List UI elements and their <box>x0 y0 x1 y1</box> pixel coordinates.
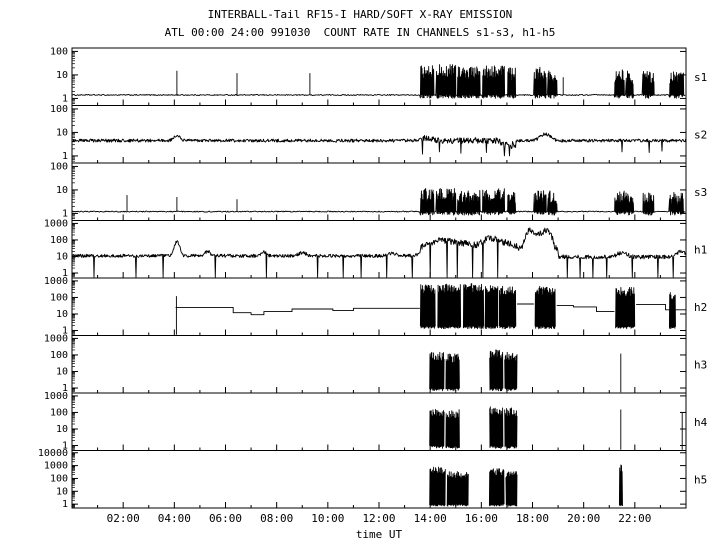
x-tick-label: 16:00 <box>465 512 498 525</box>
y-tick-label-h1: 10 <box>56 251 68 262</box>
x-tick-label: 14:00 <box>414 512 447 525</box>
y-tick-label-s1: 1 <box>62 93 68 104</box>
channel-label-h3: h3 <box>694 358 707 371</box>
y-tick-label-h1: 100 <box>50 235 68 246</box>
x-tick-label: 10:00 <box>311 512 344 525</box>
panel-frame-h3 <box>71 335 687 394</box>
trace-s2 <box>71 132 687 157</box>
x-tick-label: 02:00 <box>107 512 140 525</box>
channel-label-h4: h4 <box>694 416 708 429</box>
x-tick-label: 06:00 <box>209 512 242 525</box>
y-tick-label-h5: 1000 <box>44 461 68 472</box>
y-tick-label-h5: 10000 <box>38 448 68 459</box>
trace-h2 <box>175 283 686 335</box>
y-tick-label-s1: 10 <box>56 70 68 81</box>
y-tick-label-h2: 1 <box>62 326 68 337</box>
channel-label-h1: h1 <box>694 243 707 256</box>
x-tick-label: 04:00 <box>158 512 191 525</box>
y-tick-label-h2: 1000 <box>44 276 68 287</box>
x-axis-label: time UT <box>355 528 403 541</box>
trace-s1 <box>71 64 686 99</box>
y-tick-label-h4: 1 <box>62 441 68 452</box>
chart-subtitle: ATL 00:00 24:00 991030 COUNT RATE IN CHA… <box>164 26 556 39</box>
y-tick-label-h2: 10 <box>56 309 68 320</box>
y-tick-label-h3: 1000 <box>44 333 68 344</box>
y-tick-label-h4: 100 <box>50 407 68 418</box>
y-tick-label-s2: 100 <box>50 104 68 115</box>
channel-label-s3: s3 <box>694 186 707 199</box>
y-tick-label-h1: 1 <box>62 268 68 279</box>
trace-h5 <box>429 464 623 507</box>
channel-label-h5: h5 <box>694 473 707 486</box>
y-tick-label-h5: 100 <box>50 473 68 484</box>
y-tick-label-h5: 10 <box>56 486 68 497</box>
y-tick-label-s3: 1 <box>62 208 68 219</box>
x-tick-label: 12:00 <box>362 512 395 525</box>
x-tick-label: 20:00 <box>567 512 600 525</box>
y-tick-label-s3: 10 <box>56 185 68 196</box>
channel-label-h2: h2 <box>694 301 707 314</box>
y-tick-label-s2: 1 <box>62 151 68 162</box>
panel-frame-s2 <box>71 105 687 164</box>
y-tick-label-s1: 100 <box>50 46 68 57</box>
y-tick-label-s3: 100 <box>50 161 68 172</box>
trace-h4 <box>429 406 683 450</box>
chart-title: INTERBALL-Tail RF15-I HARD/SOFT X-RAY EM… <box>207 8 513 21</box>
y-tick-label-h3: 100 <box>50 350 68 361</box>
y-tick-label-h3: 10 <box>56 366 68 377</box>
x-tick-label: 18:00 <box>516 512 549 525</box>
trace-s3 <box>71 187 686 216</box>
channel-label-s1: s1 <box>694 71 707 84</box>
panel-frame-h1 <box>71 220 687 279</box>
channel-label-s2: s2 <box>694 128 707 141</box>
trace-h1 <box>71 227 687 278</box>
y-tick-label-h4: 10 <box>56 424 68 435</box>
y-tick-label-h1: 1000 <box>44 218 68 229</box>
trace-h3 <box>429 349 622 393</box>
y-tick-label-h3: 1 <box>62 383 68 394</box>
y-tick-label-h4: 1000 <box>44 391 68 402</box>
y-tick-label-h5: 1 <box>62 499 68 510</box>
x-tick-label: 22:00 <box>618 512 651 525</box>
x-tick-label: 08:00 <box>260 512 293 525</box>
panel-frame-h5 <box>71 450 687 509</box>
panel-frame-s1 <box>71 47 687 106</box>
y-tick-label-h2: 100 <box>50 292 68 303</box>
y-tick-label-s2: 10 <box>56 127 68 138</box>
panel-frame-h4 <box>71 392 687 451</box>
